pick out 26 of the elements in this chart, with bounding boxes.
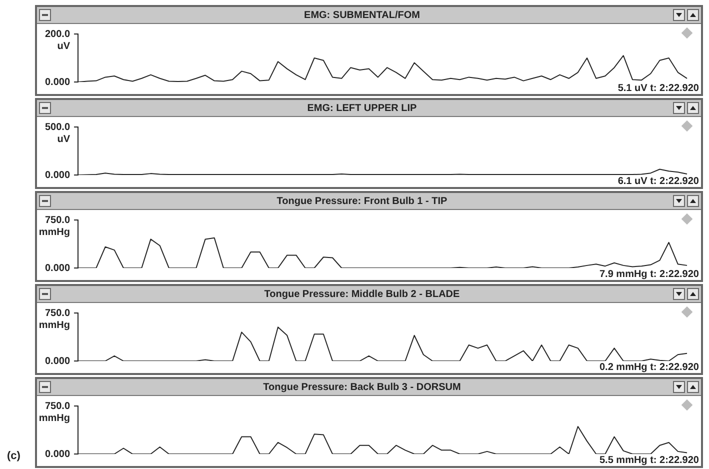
y-tick-label: 750.0 — [44, 400, 70, 412]
y-axis-title: mmHg — [38, 226, 70, 238]
chart-title: EMG: LEFT UPPER LIP — [307, 102, 417, 114]
y-tick-label: 750.0 — [44, 214, 70, 226]
text: 7.9 mmHg t: 2:22.920 — [600, 268, 700, 280]
y-tick-label: 0.000 — [44, 262, 70, 274]
y-axis-title: uV — [57, 40, 70, 52]
text: 5.1 uV t: 2:22.920 — [618, 82, 700, 94]
chart-title: Tongue Pressure: Front Bulb 1 - TIP — [276, 196, 448, 206]
text: 5.5 mmHg t: 2:22.920 — [600, 454, 700, 466]
y-axis-title: uV — [57, 134, 70, 145]
y-tick-label: 750.0 — [44, 308, 70, 319]
text: 0.2 mmHg t: 2:22.920 — [600, 362, 700, 373]
y-tick-label: 0.000 — [44, 170, 70, 181]
y-axis-title: mmHg — [38, 412, 70, 424]
chart-title: EMG: SUBMENTAL/FOM — [304, 10, 420, 20]
text: (c) — [7, 450, 20, 462]
chart-title: Tongue Pressure: Middle Bulb 2 - BLADE — [264, 288, 460, 300]
chart-title: Tongue Pressure: Back Bulb 3 - DORSUM — [263, 382, 461, 392]
y-tick-label: 0.000 — [44, 76, 70, 88]
y-tick-label: 500.0 — [44, 122, 70, 133]
text: 6.1 uV t: 2:22.920 — [618, 176, 700, 187]
y-tick-label: 200.0 — [44, 28, 70, 40]
y-tick-label: 0.000 — [44, 356, 70, 367]
y-tick-label: 0.000 — [44, 448, 70, 460]
y-axis-title: mmHg — [38, 320, 70, 331]
